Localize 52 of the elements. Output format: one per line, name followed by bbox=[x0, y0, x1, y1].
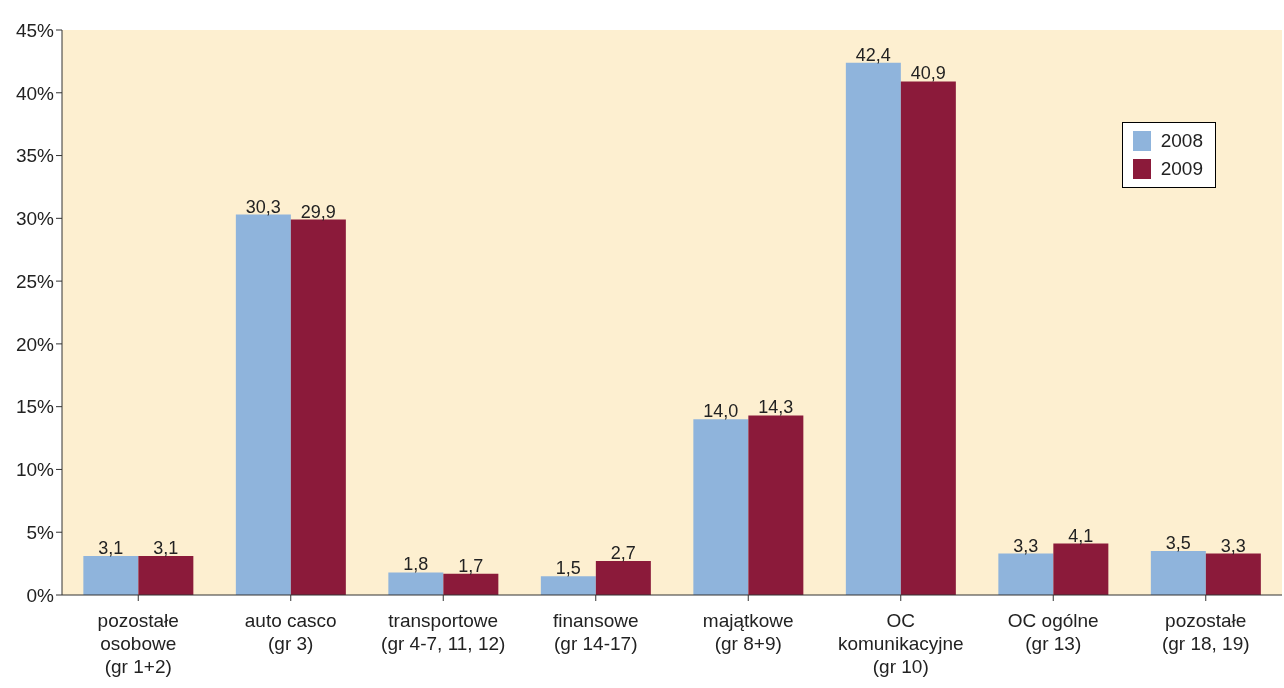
bar bbox=[595, 561, 651, 595]
x-tick-label: majątkowe (gr 8+9) bbox=[702, 610, 794, 654]
x-tick-label: OC komunikacyjne (gr 10) bbox=[837, 610, 964, 677]
y-tick-label: 5% bbox=[26, 521, 55, 543]
bar bbox=[388, 572, 444, 595]
data-label: 3,1 bbox=[153, 538, 179, 559]
data-label: 3,3 bbox=[1220, 535, 1246, 556]
bar bbox=[138, 556, 194, 595]
bar bbox=[900, 81, 956, 595]
bar bbox=[235, 214, 291, 595]
bar bbox=[748, 415, 804, 595]
y-tick-label: 15% bbox=[15, 396, 55, 418]
y-tick-label: 30% bbox=[15, 208, 55, 230]
x-tick-label: transportowe (gr 4-7, 11, 12) bbox=[381, 610, 506, 654]
bar bbox=[998, 553, 1054, 595]
x-tick-label: pozostałe (gr 18, 19) bbox=[1161, 610, 1250, 654]
x-tick-label: finansowe (gr 14-17) bbox=[552, 610, 639, 654]
bar bbox=[1053, 543, 1109, 595]
y-tick-label: 45% bbox=[15, 19, 55, 41]
x-tick-label: OC ogólne (gr 13) bbox=[1007, 610, 1099, 654]
data-label: 40,9 bbox=[910, 63, 946, 84]
data-label: 1,8 bbox=[403, 554, 429, 575]
data-label: 3,3 bbox=[1013, 535, 1039, 556]
data-label: 2,7 bbox=[610, 543, 636, 564]
legend-label: 2008 bbox=[1160, 130, 1203, 152]
data-label: 3,1 bbox=[98, 538, 124, 559]
y-tick-label: 35% bbox=[15, 145, 55, 167]
x-tick-label: pozostałe osobowe (gr 1+2) bbox=[97, 610, 179, 677]
data-label: 14,0 bbox=[703, 401, 739, 422]
y-tick-label: 40% bbox=[15, 82, 55, 104]
data-label: 42,4 bbox=[855, 44, 891, 65]
y-tick-label: 10% bbox=[15, 459, 55, 481]
data-label: 4,1 bbox=[1068, 525, 1094, 546]
data-label: 29,9 bbox=[300, 201, 336, 222]
y-tick-label: 25% bbox=[15, 270, 55, 292]
data-label: 3,5 bbox=[1165, 533, 1191, 554]
bar bbox=[290, 219, 346, 595]
bar bbox=[693, 419, 749, 595]
x-tick-label: auto casco (gr 3) bbox=[244, 610, 337, 654]
data-label: 14,3 bbox=[758, 397, 794, 418]
bar bbox=[845, 62, 901, 595]
y-tick-label: 0% bbox=[26, 584, 55, 606]
bar bbox=[443, 573, 499, 595]
bar bbox=[83, 556, 139, 595]
data-label: 30,3 bbox=[245, 196, 281, 217]
y-tick-label: 20% bbox=[15, 333, 55, 355]
bar bbox=[1150, 551, 1206, 595]
data-label: 1,5 bbox=[555, 558, 581, 579]
bar bbox=[540, 576, 596, 595]
legend-label: 2009 bbox=[1160, 158, 1203, 180]
data-label: 1,7 bbox=[458, 555, 484, 576]
bar bbox=[1205, 553, 1261, 595]
